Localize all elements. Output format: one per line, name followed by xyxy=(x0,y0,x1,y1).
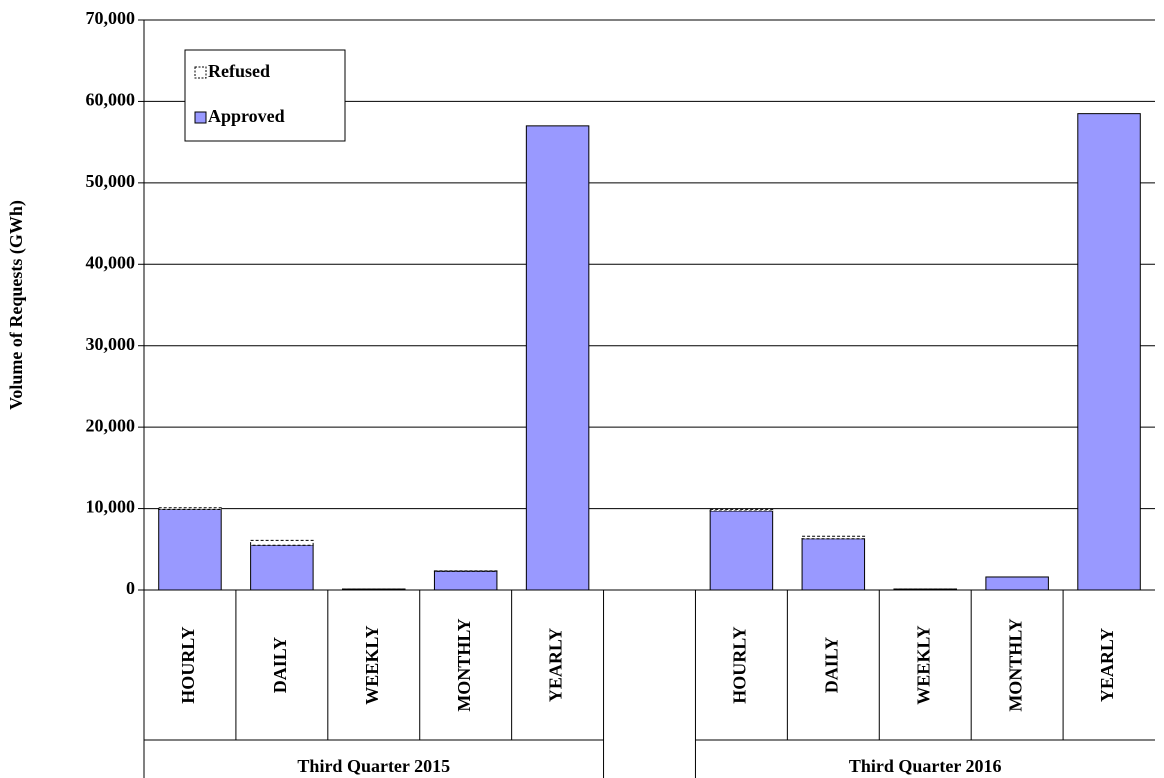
x-tick-label: YEARLY xyxy=(1097,628,1117,702)
bar-approved xyxy=(525,125,590,591)
y-axis-label: Volume of Requests (GWh) xyxy=(6,200,27,410)
x-tick-label: HOURLY xyxy=(178,626,198,703)
legend-swatch xyxy=(194,111,207,124)
bar-refused xyxy=(158,507,222,510)
legend-swatch xyxy=(194,66,207,79)
x-tick-label: YEARLY xyxy=(546,628,566,702)
y-tick-label: 20,000 xyxy=(86,415,136,435)
x-tick-label: HOURLY xyxy=(730,626,750,703)
legend-label: Refused xyxy=(208,61,270,81)
bar-approved xyxy=(158,508,222,591)
group-label: Third Quarter 2016 xyxy=(849,756,1002,776)
x-tick-label: WEEKLY xyxy=(913,625,933,704)
y-tick-label: 50,000 xyxy=(86,171,136,191)
bar-refused xyxy=(709,508,774,512)
x-tick-label: WEEKLY xyxy=(362,625,382,704)
x-tick-label: DAILY xyxy=(821,637,841,693)
bar-approved xyxy=(1077,113,1141,591)
bar-approved xyxy=(433,570,498,591)
x-tick-label: MONTHLY xyxy=(454,618,474,711)
bar-approved xyxy=(709,510,774,591)
y-tick-label: 60,000 xyxy=(86,90,136,110)
bar-approved xyxy=(250,544,314,591)
y-tick-label: 40,000 xyxy=(86,252,136,272)
legend-box xyxy=(184,49,346,142)
y-tick-label: 70,000 xyxy=(86,8,136,28)
bar-approved xyxy=(985,576,1049,591)
y-tick-label: 30,000 xyxy=(86,334,136,354)
y-tick-label: 10,000 xyxy=(86,497,136,517)
x-tick-label: DAILY xyxy=(270,637,290,693)
bar-refused xyxy=(250,539,314,546)
bar-approved xyxy=(801,538,866,591)
y-tick-label: 0 xyxy=(126,578,135,598)
legend-label: Approved xyxy=(208,106,285,126)
bar-refused xyxy=(801,535,866,540)
group-label: Third Quarter 2015 xyxy=(297,756,450,776)
x-tick-label: MONTHLY xyxy=(1005,618,1025,711)
